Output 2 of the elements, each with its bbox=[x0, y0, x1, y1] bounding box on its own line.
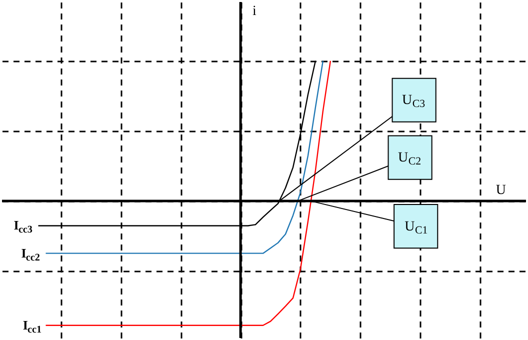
text: i bbox=[252, 4, 257, 19]
text: U bbox=[496, 183, 506, 198]
